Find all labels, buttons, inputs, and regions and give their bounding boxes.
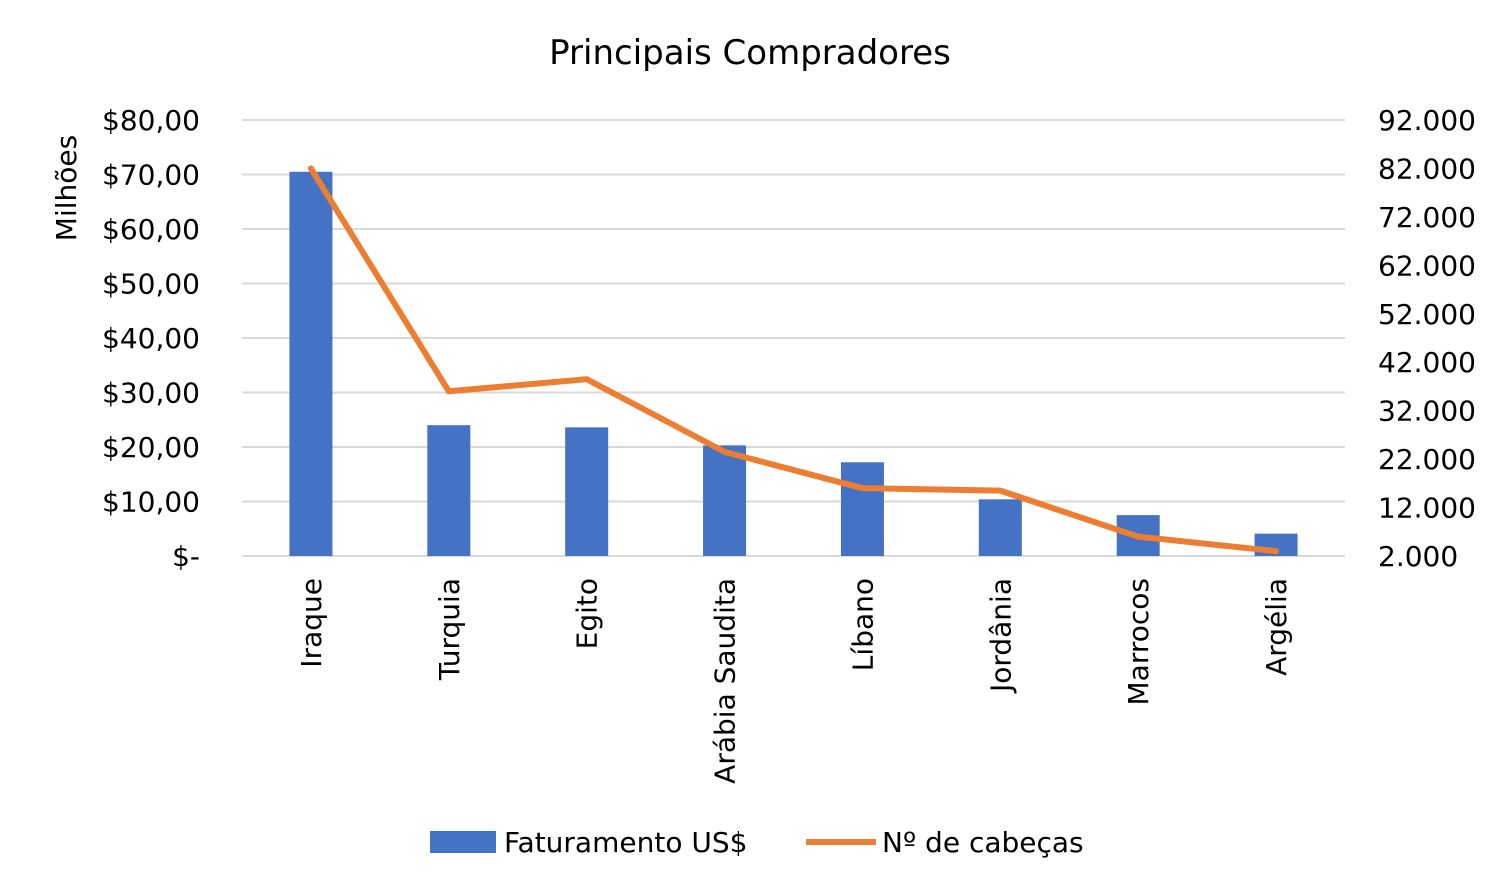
bar [427,425,471,556]
right-tick-label: 72.000 [1378,201,1476,234]
legend-label-line: Nº de cabeças [882,826,1084,859]
left-tick-label: $- [172,540,200,573]
category-label: Argélia [1260,578,1293,676]
left-tick-label: $70,00 [102,159,200,192]
right-tick-label: 52.000 [1378,298,1476,331]
right-tick-label: 42.000 [1378,346,1476,379]
left-tick-label: $60,00 [102,213,200,246]
right-tick-label: 32.000 [1378,395,1476,428]
category-label: Arábia Saudita [709,578,742,784]
bar-series [289,171,1298,556]
chart-title: Principais Compradores [549,33,951,73]
series-line [307,165,1280,555]
right-tick-label: 82.000 [1378,152,1476,185]
left-tick-label: $30,00 [102,377,200,410]
left-axis-title: Milhões [50,135,83,241]
bar [840,462,884,556]
category-label: Jordânia [984,578,1017,694]
right-tick-label: 92.000 [1378,104,1476,137]
category-label: Marrocos [1122,578,1155,705]
right-tick-label: 22.000 [1378,443,1476,476]
bar [289,171,333,556]
legend: Faturamento US$ Nº de cabeças [430,826,1084,859]
legend-swatch-bar [430,831,496,853]
bar [703,445,747,556]
left-tick-label: $50,00 [102,268,200,301]
category-axis: Iraque Turquia Egito Arábia Saudita Líbano Jo… [295,578,1293,784]
left-tick-label: $80,00 [102,104,200,137]
legend-label-bar: Faturamento US$ [504,826,747,859]
category-label: Líbano [846,578,879,671]
left-tick-label: $10,00 [102,486,200,519]
bar [565,427,609,556]
right-tick-label: 2.000 [1378,540,1458,573]
gridlines [242,119,1345,557]
right-tick-label: 12.000 [1378,492,1476,525]
right-axis: 2.000 12.000 22.000 32.000 42.000 52.000 62.00… [1378,104,1476,573]
category-label: Iraque [295,578,328,668]
left-tick-label: $40,00 [102,322,200,355]
left-tick-label: $20,00 [102,431,200,464]
left-axis: $- $10,00 $20,00 $30,00 $40,00 $50,00 $60,00 $7… [102,104,200,573]
bar [978,499,1022,556]
line-series [307,165,1280,555]
category-label: Turquia [433,578,466,681]
category-label: Egito [571,578,604,649]
right-tick-label: 62.000 [1378,249,1476,282]
